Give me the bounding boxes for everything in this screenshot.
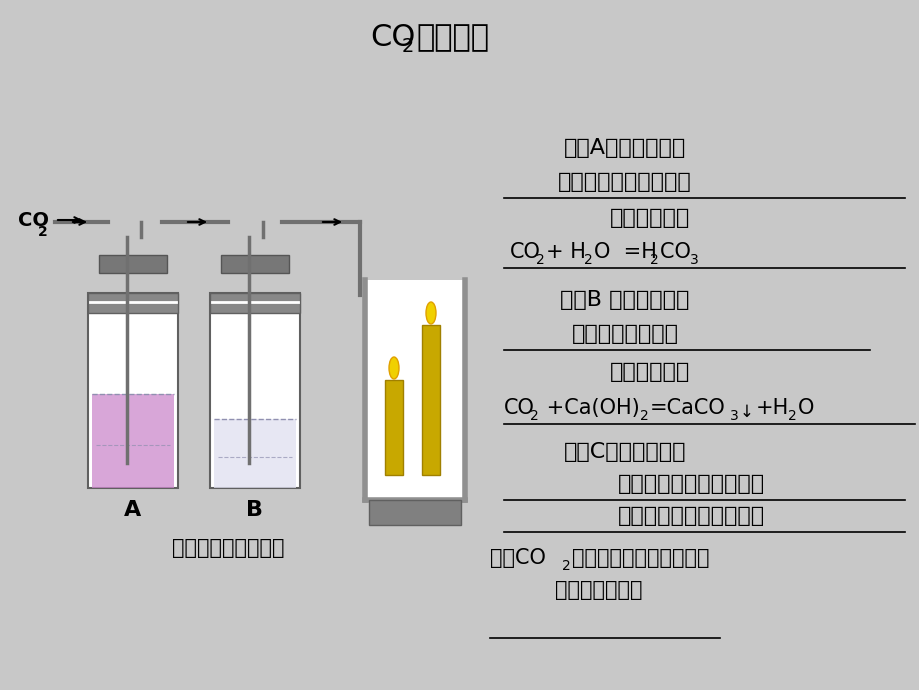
Bar [221,255,289,273]
Bar [210,293,300,313]
Bar [88,293,177,488]
Text: 2: 2 [562,559,570,573]
Text: 性质练习: 性质练习 [415,23,489,52]
Bar [214,420,296,488]
Text: CO: CO [509,242,540,262]
Text: 2: 2 [650,253,658,267]
Text: 密度比空气大。: 密度比空气大。 [554,580,641,600]
Text: CO: CO [18,210,49,230]
Text: 3: 3 [729,409,738,423]
Bar [99,255,166,273]
Text: 2: 2 [788,409,796,423]
Text: 说明CO: 说明CO [490,548,545,568]
Text: 有关方程式为: 有关方程式为 [609,208,689,228]
Bar [422,325,439,475]
Text: 装置C中反应现象是: 装置C中反应现象是 [563,442,686,462]
Text: 澄清石灰水变浑浊: 澄清石灰水变浑浊 [571,324,678,344]
Text: 2: 2 [640,409,648,423]
Bar [92,394,174,488]
Text: 2: 2 [536,253,544,267]
Text: 2: 2 [584,253,592,267]
Text: CO: CO [369,23,414,52]
Text: CO: CO [659,242,697,262]
Text: 紫色石蕊试液变成红色: 紫色石蕊试液变成红色 [558,172,691,192]
Text: 紫色石蕊澄清石灰水: 紫色石蕊澄清石灰水 [172,538,284,558]
Text: ↓: ↓ [739,403,753,421]
Text: 有关方程式为: 有关方程式为 [609,362,689,382]
Bar [88,293,177,313]
Text: A: A [124,500,142,520]
Bar [210,293,300,488]
Text: 3: 3 [689,253,698,267]
Text: CO: CO [504,398,534,418]
Text: 不能燃烧，不支持燃烧。: 不能燃烧，不支持燃烧。 [572,548,709,568]
Text: O  =H: O =H [594,242,656,262]
Text: 2: 2 [529,409,539,423]
Text: + H: + H [545,242,585,262]
Text: B: B [246,500,263,520]
Ellipse shape [389,357,399,379]
Text: 2: 2 [38,225,48,239]
Text: 下面的蜡烛火焰先息灯，: 下面的蜡烛火焰先息灯， [618,474,765,494]
Text: 2: 2 [402,37,414,55]
Text: O: O [797,398,813,418]
Text: C: C [406,500,423,520]
Text: +Ca(OH): +Ca(OH) [539,398,639,418]
Bar [365,280,464,500]
Bar [384,380,403,475]
Text: +H: +H [755,398,789,418]
Text: 装置B 中反应现象是: 装置B 中反应现象是 [560,290,689,310]
Text: 装置A中反应现象是: 装置A中反应现象是 [563,138,686,158]
Text: =CaCO: =CaCO [650,398,725,418]
Bar [369,500,460,525]
Text: 上面的蜡烛火焰后息灯。: 上面的蜡烛火焰后息灯。 [618,506,765,526]
Ellipse shape [425,302,436,324]
